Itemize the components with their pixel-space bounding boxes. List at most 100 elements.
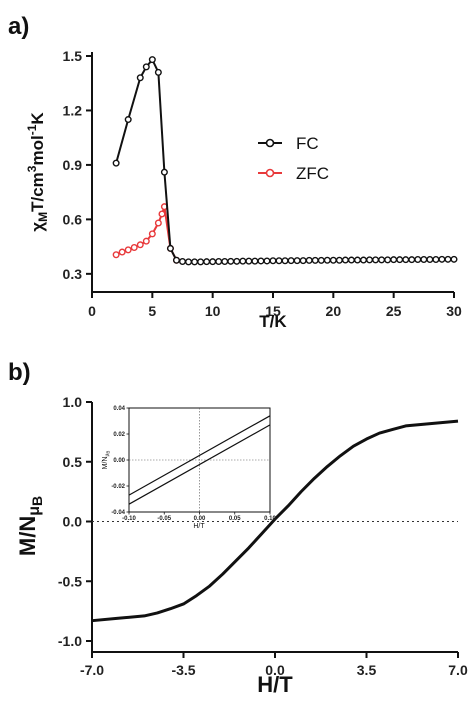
ya-mol: mol [28, 135, 47, 165]
panel-a-series [112, 56, 458, 266]
a-point-fc [293, 257, 301, 265]
a-point-fc [245, 257, 253, 265]
a-point-zfc [148, 230, 156, 238]
ya-tcm: T/cm [28, 172, 47, 212]
inset-yl-mu: μ [105, 454, 111, 457]
panel-b-y-label: M/NμB [15, 496, 45, 556]
inset-ticks: -0.10 -0.05 0.00 0.05 0.10 -0.04 -0.02 0.00 0.02… [111, 406, 276, 522]
panel-b-series [91, 419, 459, 623]
a-point-fc [444, 255, 452, 263]
inset-branch-1 [128, 415, 271, 496]
inset-branch-2 [128, 424, 271, 505]
b-ytick-label: -1.0 [58, 633, 82, 649]
b-xtick-label: 0.0 [265, 662, 285, 678]
a-point-fc [396, 256, 404, 264]
a-point-fc [251, 257, 259, 265]
yb-mu: μ [26, 506, 43, 516]
a-point-fc [178, 258, 186, 266]
a-point-fc [408, 256, 416, 264]
inset-yl-mn: M/N [102, 457, 109, 470]
inset-ytick-label: 0.04 [113, 406, 125, 412]
inset-xtick-label: -0.05 [157, 516, 171, 522]
a-ytick-label: 1.2 [63, 102, 83, 118]
a-point-zfc [158, 210, 166, 218]
a-series-line-fc [115, 58, 454, 263]
panel-b-inset: -0.10 -0.05 0.00 0.05 0.10 -0.04 -0.02 0.00 0.02… [102, 406, 276, 530]
a-point-fc [335, 256, 343, 264]
a-xtick-label: 25 [386, 303, 402, 319]
b-ytick-label: 0.5 [63, 454, 83, 470]
legend-zfc-marker [265, 168, 275, 178]
a-point-fc [275, 257, 283, 265]
panel-a-label: a) [8, 13, 29, 40]
a-point-fc [191, 258, 199, 266]
b-xtick-label: 3.5 [357, 662, 377, 678]
a-ytick-label: 0.9 [63, 157, 83, 173]
a-point-fc [420, 256, 428, 264]
a-point-fc [136, 74, 144, 82]
a-xtick-label: 0 [88, 303, 96, 319]
a-point-fc [366, 256, 374, 264]
a-point-fc [384, 256, 392, 264]
a-point-fc [233, 257, 241, 265]
b-ytick-label: 0.0 [63, 514, 83, 530]
inset-ytick-label: 0.00 [113, 458, 125, 464]
b-ytick-label: -0.5 [58, 573, 82, 589]
a-point-fc [160, 168, 168, 176]
panel-b-x-label: H/T [257, 672, 293, 697]
inset-ytick-label: -0.04 [111, 510, 125, 516]
inset-y-label: M/NμB [102, 451, 111, 470]
yb-mn: M/N [15, 516, 40, 556]
a-point-zfc [130, 244, 138, 252]
a-point-fc [148, 56, 156, 64]
inset-yl-b: B [106, 451, 111, 454]
inset-x-label: H/T [193, 523, 205, 530]
a-point-fc [372, 256, 380, 264]
a-point-fc [390, 256, 398, 264]
legend-fc-label: FC [296, 134, 319, 153]
inset-xtick-label: 0.00 [194, 516, 206, 522]
a-point-fc [281, 257, 289, 265]
a-point-fc [209, 258, 217, 266]
panel-b: b) -7.0 -3.5 0.0 3.5 7.0 -1.0 -0.5 0.0 0.5 1.0 H/… [8, 359, 468, 697]
a-point-fc [360, 256, 368, 264]
panel-a-legend: FC ZFC [258, 134, 329, 183]
ya-chi: χ [28, 222, 47, 232]
a-point-fc [347, 256, 355, 264]
a-point-fc [341, 256, 349, 264]
a-point-fc [432, 256, 440, 264]
a-point-fc [154, 68, 162, 76]
a-point-fc [197, 258, 205, 266]
a-point-fc [378, 256, 386, 264]
a-ytick-label: 0.6 [63, 211, 83, 227]
a-ytick-label: 0.3 [63, 266, 83, 282]
a-point-fc [239, 257, 247, 265]
panel-b-label: b) [8, 359, 31, 386]
a-point-fc [221, 258, 229, 266]
a-point-fc [450, 255, 458, 263]
a-point-fc [166, 244, 174, 252]
a-xtick-label: 10 [205, 303, 221, 319]
a-point-zfc [112, 251, 120, 259]
ya-sub-m: M [36, 212, 50, 222]
a-point-fc [311, 256, 319, 264]
ya-k: K [28, 112, 47, 125]
a-xtick-label: 5 [148, 303, 156, 319]
a-point-fc [185, 258, 193, 266]
inset-ytick-label: 0.02 [113, 432, 125, 438]
a-point-fc [257, 257, 265, 265]
a-point-fc [353, 256, 361, 264]
ya-sup-neg1: -1 [25, 124, 39, 135]
a-point-fc [269, 257, 277, 265]
b-xtick-label: -7.0 [80, 662, 104, 678]
legend-zfc-label: ZFC [296, 164, 329, 183]
a-point-fc [329, 256, 337, 264]
a-point-zfc [136, 241, 144, 249]
panel-a-y-label: χMT/cm3mol-1K [25, 112, 50, 232]
legend-fc-marker [265, 138, 275, 148]
a-point-fc [323, 256, 331, 264]
a-point-fc [172, 256, 180, 264]
b-ytick-label: 1.0 [63, 394, 83, 410]
panel-a: a) 0 5 10 15 20 25 30 0.3 0.6 0.9 1.2 1.5 T/K χMT/c… [8, 13, 462, 331]
